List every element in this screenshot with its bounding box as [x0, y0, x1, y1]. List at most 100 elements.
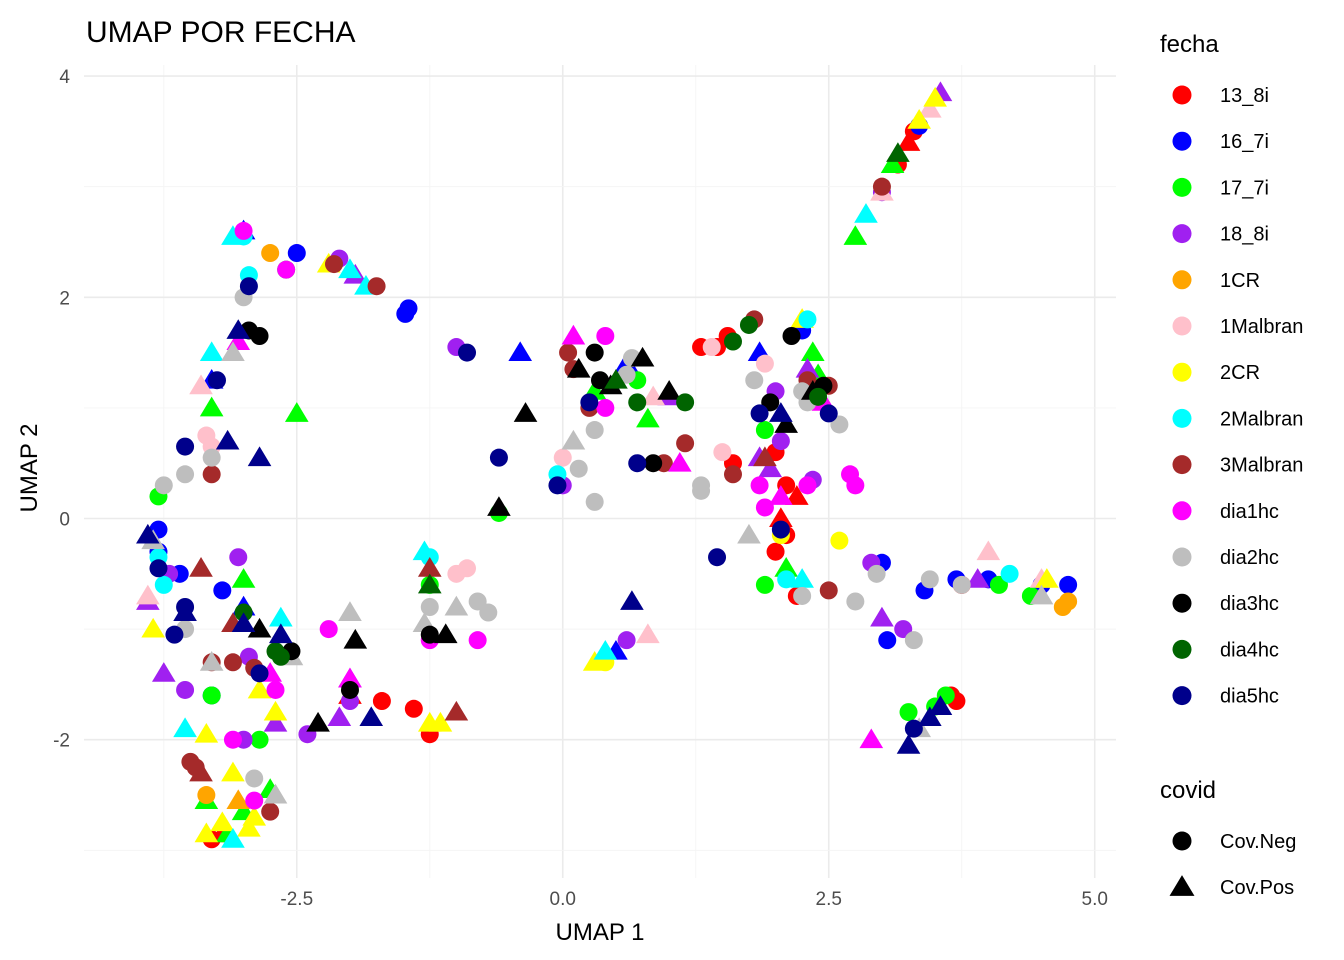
data-point-circle [202, 686, 221, 705]
data-point-circle [176, 680, 195, 699]
data-point-triangle [199, 396, 224, 417]
data-point-triangle [189, 557, 213, 577]
legend-label-18_8i: 18_8i [1220, 224, 1269, 246]
data-point-circle [553, 448, 572, 467]
data-point-circle [920, 570, 939, 589]
legend-key-18_8i [1172, 224, 1192, 244]
legend-key-dia3hc [1172, 593, 1192, 613]
data-point-triangle [487, 496, 511, 516]
legend-key-17_7i [1172, 177, 1192, 197]
data-point-triangle [151, 662, 176, 682]
data-point-circle [176, 465, 195, 484]
data-point-triangle [636, 407, 660, 428]
data-point-triangle [194, 722, 219, 743]
data-point-triangle [433, 623, 458, 644]
data-point-triangle [918, 97, 942, 118]
data-point-circle [755, 354, 774, 373]
legend-label-3Malbran: 3Malbran [1220, 455, 1303, 477]
data-point-circle [755, 421, 774, 440]
data-point-triangle [593, 639, 618, 660]
data-point-circle [479, 603, 498, 622]
data-point-circle [755, 498, 774, 517]
data-point-circle [628, 393, 647, 412]
legend-key-3Malbran [1172, 455, 1192, 475]
data-point-circle [750, 404, 769, 423]
data-point-circle [245, 791, 264, 810]
data-point-triangle [918, 706, 942, 727]
data-point-triangle [928, 695, 953, 715]
y-tick-label: 0 [59, 510, 70, 531]
data-point-triangle [284, 402, 309, 422]
data-point-circle [830, 531, 849, 550]
x-axis-title: UMAP 1 [556, 919, 645, 946]
data-point-circle [1000, 564, 1019, 583]
data-point-triangle [657, 380, 681, 400]
data-point-circle [904, 631, 923, 650]
data-point-circle [181, 752, 200, 771]
legend-key-dia2hc [1172, 547, 1192, 567]
data-point-circle [585, 421, 604, 440]
data-point-triangle [237, 816, 261, 837]
data-point-triangle [859, 728, 884, 749]
data-point-triangle [880, 153, 905, 173]
data-point-circle [372, 692, 391, 711]
data-point-triangle [620, 590, 644, 610]
data-point-circle [585, 343, 604, 362]
data-points [136, 81, 1078, 849]
data-point-circle [766, 542, 785, 561]
data-point-triangle [566, 357, 591, 378]
legend-key-dia4hc [1172, 639, 1192, 659]
y-tick-labels: -2 0 2 4 [53, 67, 70, 752]
data-point-circle [580, 393, 599, 412]
data-point-circle [1059, 575, 1078, 594]
data-point-circle [809, 387, 828, 406]
data-point-triangle [338, 667, 362, 688]
data-point-triangle [221, 761, 245, 782]
data-point-circle [287, 244, 306, 263]
data-point-circle [798, 310, 817, 329]
data-point-triangle [428, 711, 453, 732]
data-point-circle [404, 699, 423, 718]
data-point-circle [771, 432, 790, 451]
data-point-triangle [907, 109, 931, 129]
data-point-triangle [247, 446, 272, 467]
data-point-circle [319, 620, 338, 639]
legend-key-dia5hc [1172, 686, 1192, 706]
data-point-triangle [795, 357, 820, 378]
data-point-triangle [561, 324, 586, 345]
data-point-circle [676, 434, 695, 453]
data-point-triangle [667, 451, 692, 472]
data-point-triangle [630, 346, 655, 367]
legend-key-1CR [1172, 270, 1192, 290]
data-point-triangle [774, 413, 798, 433]
data-point-triangle [444, 700, 469, 721]
legend-label-1CR: 1CR [1220, 270, 1260, 292]
data-point-circle [596, 398, 615, 417]
data-point-triangle [758, 457, 783, 478]
series-1CR [197, 244, 1078, 810]
legend-label-Cov.Pos: Cov.Pos [1220, 877, 1294, 899]
data-point-circle [213, 581, 232, 600]
legend-label-dia2hc: dia2hc [1220, 547, 1279, 569]
legend-label-Cov.Neg: Cov.Neg [1220, 831, 1296, 853]
chart-title: UMAP POR FECHA [86, 16, 356, 49]
data-point-triangle [247, 678, 272, 699]
data-point-circle [745, 371, 764, 390]
data-point-circle [266, 680, 285, 699]
legend-key-2CR [1172, 362, 1192, 382]
data-point-triangle [561, 429, 586, 450]
series-1Malbran [136, 97, 1054, 644]
x-tick-label: 5.0 [1082, 889, 1108, 910]
data-point-circle [644, 454, 663, 473]
data-point-triangle [199, 341, 224, 362]
data-point-triangle [785, 485, 809, 505]
data-point-triangle [886, 142, 910, 162]
data-point-circle [739, 315, 758, 334]
y-tick-label: -2 [53, 731, 70, 752]
data-point-triangle [604, 368, 628, 389]
legend: fecha 13_8i 16_7i 17_7i 18_8i 1CR 1Malbran 2CR… [1160, 31, 1303, 899]
data-point-triangle [189, 374, 213, 395]
series-2Malbran [149, 203, 1019, 848]
data-point-triangle [508, 341, 533, 362]
